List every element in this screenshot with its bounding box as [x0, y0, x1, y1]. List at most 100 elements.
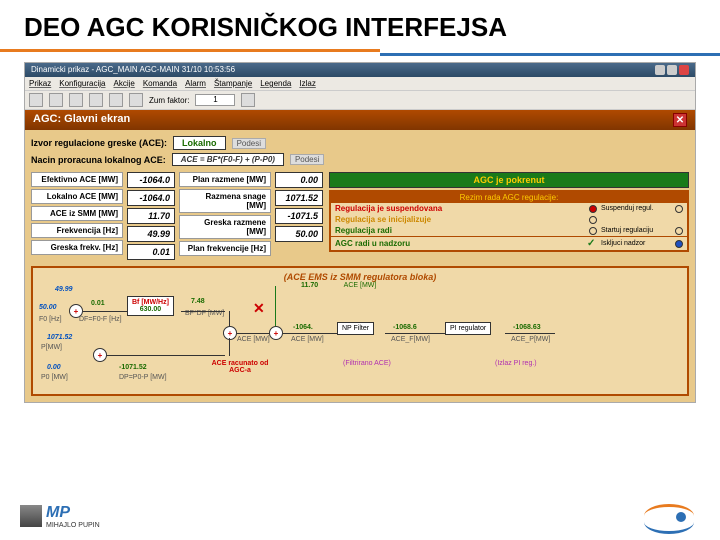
field-value: 11.70: [127, 208, 175, 224]
slide-footer: MP MIHAJLO PUPIN: [0, 492, 720, 540]
tool-icon[interactable]: [109, 93, 123, 107]
diag-label: F0 [Hz]: [39, 316, 62, 323]
menu-izlaz[interactable]: Izlaz: [299, 79, 315, 88]
menubar: Prikaz Konfiguracija Akcije Komanda Alar…: [25, 77, 695, 91]
sum-node-icon: [269, 326, 283, 340]
field-value: -1071.5: [275, 208, 323, 224]
regime-radio[interactable]: [675, 240, 683, 248]
menu-konfiguracija[interactable]: Konfiguracija: [59, 79, 105, 88]
diag-label: DF=F0-F [Hz]: [79, 316, 122, 323]
regime-text: AGC radi u nadzoru: [335, 239, 583, 248]
screen-header: AGC: Glavni ekran ✕: [25, 110, 695, 130]
diag-value: 11.70: [301, 282, 318, 289]
field-label: Efektivno ACE [MW]: [31, 172, 123, 187]
regime-header: Rezim rada AGC regulacije:: [331, 192, 687, 203]
diag-label: ACE_F[MW]: [391, 336, 430, 343]
menu-komanda[interactable]: Komanda: [143, 79, 177, 88]
status-dot-icon: [589, 205, 597, 213]
tool-icon[interactable]: [89, 93, 103, 107]
menu-legenda[interactable]: Legenda: [260, 79, 291, 88]
diag-label: ACE racunato od AGC-a: [205, 360, 275, 374]
check-icon: ✓: [587, 238, 597, 249]
regime-text: Regulacija je suspendovana: [335, 204, 585, 213]
status-dot-icon: [589, 227, 597, 235]
diag-value: -1068.6: [393, 324, 417, 331]
regime-text: Regulacija radi: [335, 226, 585, 235]
diag-label: ACE [MW]: [291, 336, 324, 343]
diag-label: ACE_P[MW]: [511, 336, 550, 343]
sum-node-icon: [223, 326, 237, 340]
regime-row: Regulacija je suspendovana Suspenduj reg…: [331, 203, 687, 214]
field-label: Razmena snage [MW]: [179, 189, 271, 213]
close-panel-icon[interactable]: ✕: [673, 113, 687, 127]
tool-icon[interactable]: [129, 93, 143, 107]
diag-value: 49.99: [55, 286, 73, 293]
regime-radio[interactable]: [675, 205, 683, 213]
diag-label: P[MW]: [41, 344, 62, 351]
field-label: Frekvencija [Hz]: [31, 223, 123, 238]
slide-title: DEO AGC KORISNIČKOG INTERFEJSA: [0, 0, 720, 49]
diag-value: -1068.63: [513, 324, 541, 331]
eye-logo: [640, 498, 700, 534]
field-label: Lokalno ACE [MW]: [31, 189, 123, 204]
ace-calc-label: Nacin proracuna lokalnog ACE:: [31, 155, 166, 165]
field-label: Plan frekvencije [Hz]: [179, 241, 271, 256]
sum-node-icon: [93, 348, 107, 362]
toolbar: Zum faktor: 1: [25, 91, 695, 110]
window-title: Dinamicki prikaz - AGC_MAIN AGC-MAIN 31/…: [31, 65, 235, 75]
field-value: 1071.52: [275, 190, 323, 206]
ace-source-value: Lokalno: [173, 136, 226, 150]
tool-icon[interactable]: [69, 93, 83, 107]
window-titlebar: Dinamicki prikaz - AGC_MAIN AGC-MAIN 31/…: [25, 63, 695, 77]
minimize-icon[interactable]: [655, 65, 665, 75]
app-window: Dinamicki prikaz - AGC_MAIN AGC-MAIN 31/…: [24, 62, 696, 403]
regime-row: Regulacija radi Startuj regulaciju: [331, 225, 687, 236]
field-value: 0.00: [275, 172, 323, 188]
diag-label: P0 [MW]: [41, 374, 68, 381]
mp-logo: MP MIHAJLO PUPIN: [20, 504, 100, 529]
diag-label: (Filtrirano ACE): [343, 360, 391, 367]
podesi-button[interactable]: Podesi: [232, 138, 266, 149]
divider: [0, 49, 720, 56]
ace-source-label: Izvor regulacione greske (ACE):: [31, 138, 167, 148]
maximize-icon[interactable]: [667, 65, 677, 75]
regime-row: AGC radi u nadzoru ✓ Iskljuci nadzor: [331, 236, 687, 250]
diag-label: (Izlaz PI reg.): [495, 360, 537, 367]
menu-stampanje[interactable]: Štampanje: [214, 79, 252, 88]
regime-text: Regulacija se inicijalizuje: [335, 215, 585, 224]
diag-value: 7.48: [191, 298, 205, 305]
zoom-input[interactable]: 1: [195, 94, 235, 106]
diag-value: 0.00: [47, 364, 61, 371]
field-value: 50.00: [275, 226, 323, 242]
menu-alarm[interactable]: Alarm: [185, 79, 206, 88]
field-label: Plan razmene [MW]: [179, 172, 271, 187]
regime-row: Regulacija se inicijalizuje: [331, 214, 687, 225]
menu-akcije[interactable]: Akcije: [113, 79, 134, 88]
regime-panel: Rezim rada AGC regulacije: Regulacija je…: [329, 190, 689, 252]
field-value: -1064.0: [127, 172, 175, 188]
pi-block: PI regulator: [445, 322, 491, 335]
tool-icon[interactable]: [49, 93, 63, 107]
screen-title: AGC: Glavni ekran: [33, 113, 130, 127]
podesi-button[interactable]: Podesi: [290, 154, 324, 165]
field-label: Greska frekv. [Hz]: [31, 240, 123, 255]
ace-formula: ACE = BF*(F0-F) + (P-P0): [172, 153, 284, 166]
regime-action: Iskljuci nadzor: [601, 240, 671, 247]
tool-icon[interactable]: [29, 93, 43, 107]
zoom-label: Zum faktor:: [149, 96, 189, 105]
bf-block: Bf [MW/Hz]630.00: [127, 296, 174, 316]
ace-block-diagram: (ACE EMS iz SMM regulatora bloka) ACE [M…: [31, 266, 689, 396]
menu-prikaz[interactable]: Prikaz: [29, 79, 51, 88]
regime-radio[interactable]: [675, 227, 683, 235]
diag-label: ACE [MW]: [237, 336, 270, 343]
filter-block: NP Filter: [337, 322, 374, 335]
diag-value: -1071.52: [119, 364, 147, 371]
field-value: -1064.0: [127, 190, 175, 206]
close-icon[interactable]: [679, 65, 689, 75]
diag-label: DP=P0-P [MW]: [119, 374, 167, 381]
diag-value: 1071.52: [47, 334, 72, 341]
regime-action: Suspenduj regul.: [601, 205, 671, 212]
field-value: 0.01: [127, 244, 175, 260]
regime-action: Startuj regulaciju: [601, 227, 671, 234]
zoom-up-icon[interactable]: [241, 93, 255, 107]
